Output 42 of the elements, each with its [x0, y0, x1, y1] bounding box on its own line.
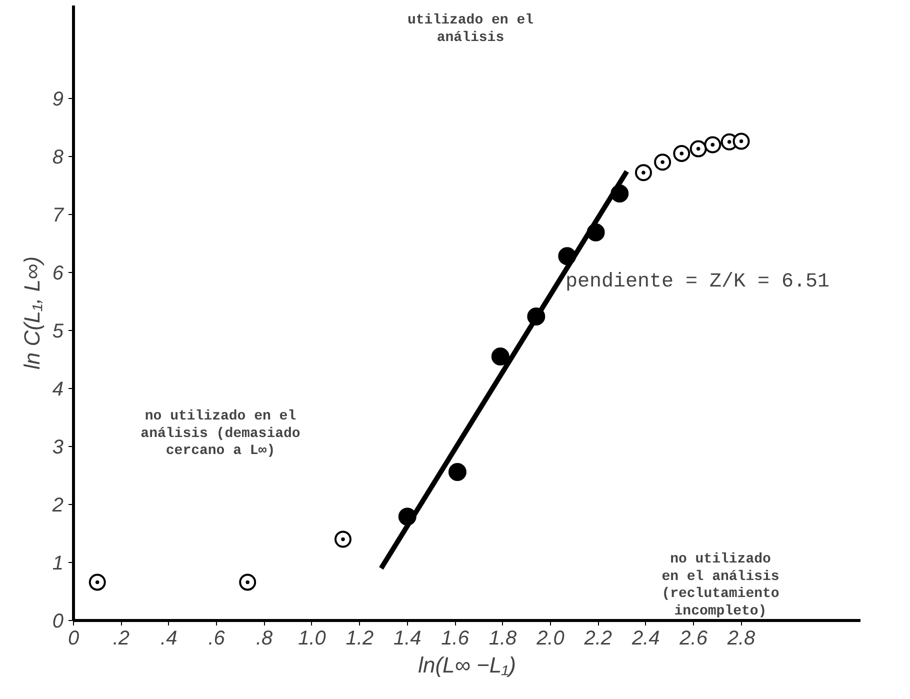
x-tick-label: 1.0: [298, 628, 326, 650]
point: [448, 462, 466, 481]
x-tick-label: .6: [208, 628, 226, 650]
point: [654, 154, 672, 171]
annotation: pendiente = Z/K = 6.51: [566, 270, 830, 294]
y-tick-label: 3: [52, 436, 64, 458]
y-tick-label: 0: [52, 610, 64, 632]
x-tick-label: 0: [68, 628, 80, 650]
point: [704, 136, 722, 154]
point: [732, 132, 750, 150]
y-tick-label: 2: [51, 494, 64, 516]
point: [634, 164, 652, 182]
annotation: utilizado en el análisis: [407, 12, 534, 46]
y-tick-label: 8: [52, 146, 64, 168]
x-axis-title: ln(L∞ −L₁): [418, 652, 516, 678]
y-tick-label: 4: [52, 378, 64, 400]
point: [334, 530, 352, 548]
y-tick-label: 9: [52, 88, 64, 110]
point: [239, 574, 256, 591]
y-tick-label: 6: [52, 262, 64, 284]
x-tick-label: 2.6: [678, 628, 708, 650]
point: [88, 574, 106, 591]
point: [491, 348, 510, 366]
y-tick-label: 7: [52, 204, 64, 226]
x-tick-label: .2: [112, 628, 130, 650]
x-tick-label: 1.4: [393, 628, 422, 650]
x-tick-label: 1.2: [346, 628, 374, 650]
point: [690, 140, 707, 158]
annotation: no utilizado en el análisis (reclutamiento incompleto): [662, 552, 780, 620]
y-tick-label: 1: [52, 552, 64, 574]
y-tick-label: 5: [52, 320, 64, 342]
point: [673, 144, 690, 162]
x-tick-label: 2.0: [536, 628, 564, 650]
x-tick-label: 1.8: [488, 628, 517, 650]
x-tick-label: .4: [160, 628, 178, 650]
x-tick-label: 2.8: [726, 628, 756, 650]
x-tick-label: 2.4: [630, 628, 660, 650]
x-tick-label: 1.6: [441, 628, 470, 650]
annotation: no utilizado en el análisis (demasiado cercano a L∞): [140, 408, 300, 460]
x-tick-label: .8: [256, 628, 273, 650]
y-axis-title: ln C(L₁, L∞): [19, 256, 44, 370]
x-tick-label: 2.2: [583, 628, 612, 650]
